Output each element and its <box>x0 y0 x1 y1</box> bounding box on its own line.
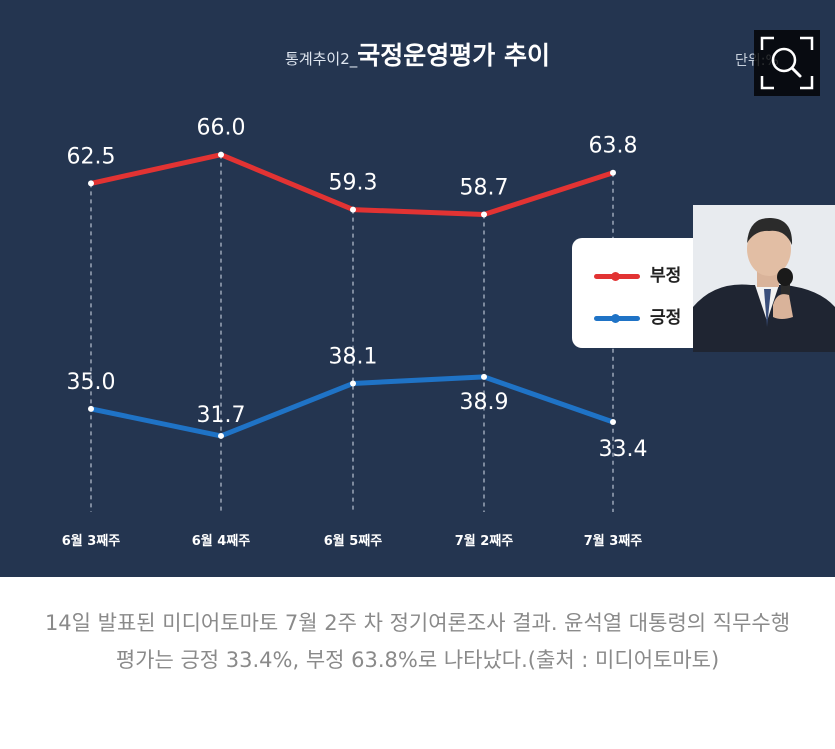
chart-title-prefix: 통계추이2_ <box>285 50 358 68</box>
x-tick-label: 7월 3째주 <box>584 533 643 549</box>
photo-caption: 14일 발표된 미디어토마토 7월 2주 차 정기여론조사 결과. 윤석열 대통… <box>44 611 791 672</box>
data-point <box>350 206 356 213</box>
data-label: 62.5 <box>67 144 116 169</box>
legend-swatch-negative <box>594 271 640 281</box>
legend-swatch-positive <box>594 313 640 323</box>
chart-title-main: 국정운영평가 추이 <box>357 41 550 70</box>
data-point <box>350 380 356 387</box>
person-portrait-image <box>693 205 835 352</box>
data-point <box>88 405 94 412</box>
legend-item-negative: 부정 <box>594 261 681 286</box>
data-point <box>610 169 616 176</box>
x-tick-label: 6월 5째주 <box>324 533 383 549</box>
data-point <box>610 419 616 425</box>
data-point <box>218 432 224 439</box>
zoom-button[interactable] <box>754 30 820 96</box>
legend-item-positive: 긍정 <box>594 303 681 328</box>
data-label: 58.7 <box>460 176 509 201</box>
data-label: 31.7 <box>197 403 246 428</box>
line-chart: 6월 3째주 6월 4째주 6월 5째주 7월 2째주 7월 3째주 62.5 66.0 59… <box>62 116 648 549</box>
data-label: 35.0 <box>67 370 116 395</box>
data-point <box>88 180 94 187</box>
data-point <box>218 151 224 158</box>
legend-label-negative: 부정 <box>650 266 682 286</box>
x-tick-label: 6월 3째주 <box>62 533 121 549</box>
data-label: 38.9 <box>460 390 509 415</box>
data-label: 66.0 <box>197 116 246 141</box>
data-point <box>481 373 487 380</box>
data-label: 59.3 <box>329 171 378 196</box>
legend-label-positive: 긍정 <box>650 308 682 328</box>
x-tick-label: 7월 2째주 <box>455 533 514 549</box>
president-portrait <box>693 205 835 352</box>
x-tick-label: 6월 4째주 <box>192 533 251 549</box>
data-label: 38.1 <box>329 344 378 369</box>
data-point <box>481 211 487 218</box>
chart-title: 통계추이2_국정운영평가 추이 <box>0 36 835 72</box>
magnifier-zoom-icon <box>760 36 814 90</box>
data-label: 63.8 <box>589 134 638 159</box>
data-label: 33.4 <box>599 437 648 462</box>
